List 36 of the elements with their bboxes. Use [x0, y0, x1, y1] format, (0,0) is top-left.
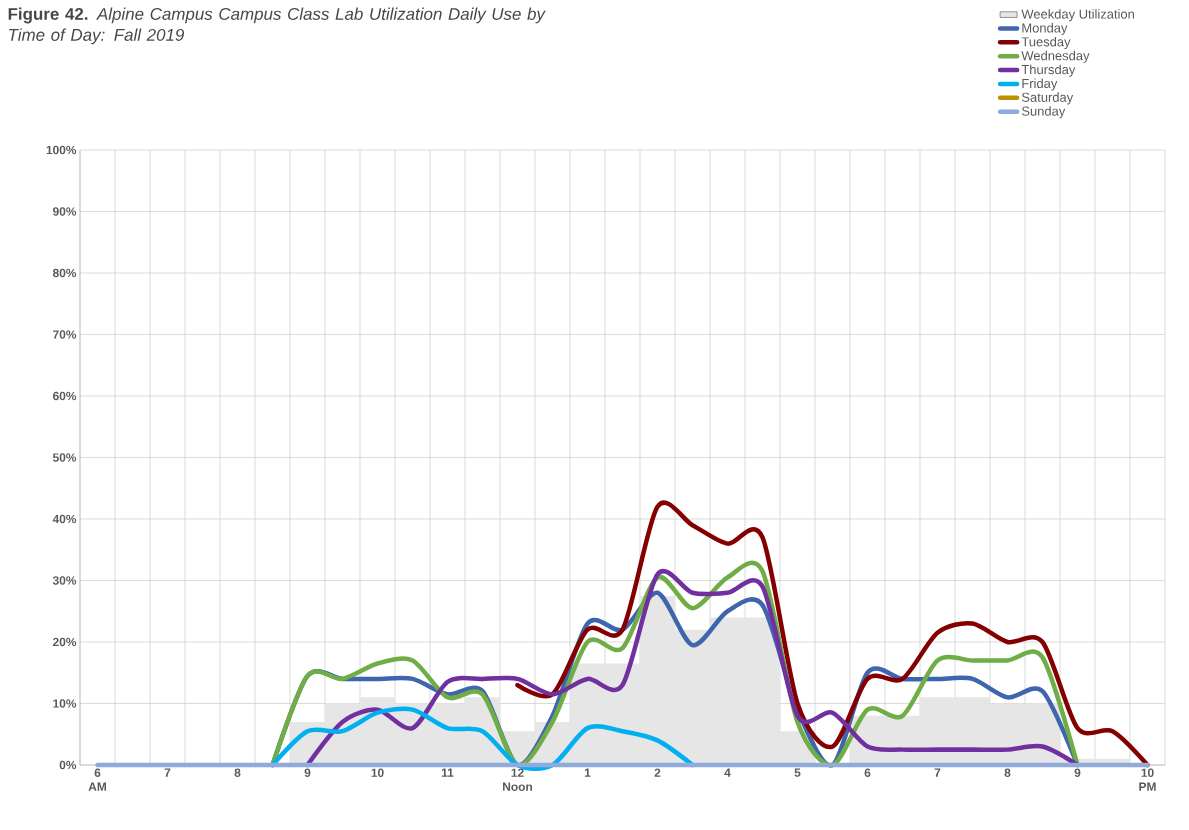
legend-label: Wednesday	[1021, 50, 1090, 63]
chart-title: Figure 42. Alpine Campus Campus Class Lab Utilization Daily Use by Time of Day: Fall 2019	[8, 7, 546, 45]
x-tick-label: 4	[724, 768, 731, 777]
x-tick-label: 7	[164, 768, 171, 777]
x-tick-label: 7	[934, 768, 941, 777]
x-tick-label: 10 PM	[1139, 768, 1156, 791]
x-tick-label: 10	[371, 768, 384, 777]
y-tick-label: 50%	[52, 453, 77, 462]
x-tick-label: 9	[304, 768, 311, 777]
legend-label: Saturday	[1021, 92, 1074, 105]
y-tick-label: 60%	[52, 391, 77, 401]
x-tick-label: 5	[794, 768, 801, 777]
y-tick-label: 80%	[52, 268, 77, 278]
legend-label: Friday	[1022, 78, 1058, 91]
x-tick-label: 6	[864, 768, 871, 777]
y-tick-label: 30%	[52, 576, 77, 585]
legend-label: Tuesday	[1021, 36, 1071, 49]
y-tick-label: 90%	[52, 207, 77, 216]
x-tick-label: 12 Noon	[503, 768, 533, 791]
y-tick-label: 0%	[59, 760, 77, 770]
y-tick-label: 70%	[53, 330, 77, 339]
x-tick-label: 11	[441, 768, 454, 777]
y-tick-label: 100%	[46, 145, 77, 155]
y-tick-label: 40%	[52, 514, 77, 524]
legend-label: Weekday Utilization	[1021, 9, 1134, 22]
x-tick-label: 6 AM	[88, 768, 106, 791]
x-tick-label: 8	[1004, 768, 1011, 777]
y-tick-label: 10%	[53, 699, 77, 708]
legend-label: Monday	[1022, 23, 1068, 36]
x-tick-label: 2	[654, 768, 661, 777]
legend-label: Sunday	[1021, 106, 1066, 119]
x-tick-label: 8	[234, 768, 241, 777]
y-tick-label: 20%	[52, 637, 77, 647]
x-tick-label: 9	[1074, 768, 1081, 777]
legend-label: Thursday	[1021, 64, 1076, 77]
x-tick-label: 1	[584, 768, 591, 777]
